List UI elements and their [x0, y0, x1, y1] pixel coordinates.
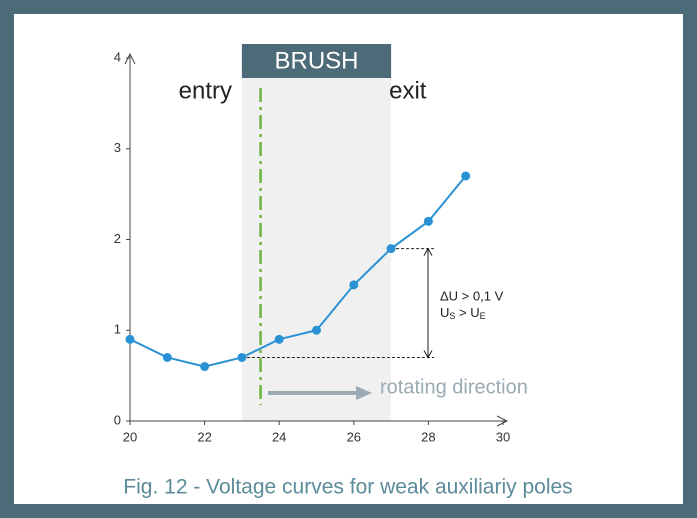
- y-tick-label: 0: [114, 412, 121, 427]
- x-tick-label: 30: [496, 429, 510, 444]
- condition-part: U: [440, 305, 449, 320]
- brush-header: [241, 44, 392, 78]
- data-point: [200, 362, 210, 372]
- data-point: [386, 244, 396, 254]
- direction-arrowhead: [356, 386, 372, 400]
- y-tick-label: 1: [114, 322, 121, 337]
- brush-label: BRUSH: [274, 47, 358, 74]
- x-tick-label: 26: [347, 429, 361, 444]
- x-tick-label: 20: [123, 429, 137, 444]
- y-tick-label: 4: [114, 49, 121, 64]
- data-point: [349, 280, 359, 290]
- caption: Fig. 12 - Voltage curves for weak auxili…: [123, 476, 572, 499]
- data-point: [162, 352, 172, 362]
- x-tick-label: 28: [421, 429, 435, 444]
- exit-label: exit: [389, 77, 427, 104]
- condition-part: > U: [455, 305, 479, 320]
- y-tick-label: 3: [114, 140, 121, 155]
- data-point: [423, 216, 433, 226]
- data-point: [461, 171, 471, 181]
- condition-label: US > UE: [440, 305, 486, 321]
- data-point: [312, 325, 321, 335]
- condition-part: S: [449, 311, 455, 321]
- data-point: [237, 352, 247, 362]
- brush-band: [241, 62, 392, 421]
- x-tick-label: 22: [197, 429, 211, 444]
- condition-part: E: [480, 311, 486, 321]
- x-axis-arrow: [496, 415, 509, 427]
- delta-arrowhead: [423, 247, 433, 359]
- entry-label: entry: [179, 77, 232, 104]
- x-tick-label: 24: [272, 429, 286, 444]
- data-point: [125, 334, 135, 344]
- data-point: [274, 334, 284, 344]
- direction-label: rotating direction: [380, 376, 528, 398]
- y-tick-label: 2: [114, 231, 121, 246]
- delta-label: ΔU > 0,1 V: [440, 288, 504, 303]
- series-line: [129, 175, 467, 368]
- y-axis-arrow: [124, 52, 136, 65]
